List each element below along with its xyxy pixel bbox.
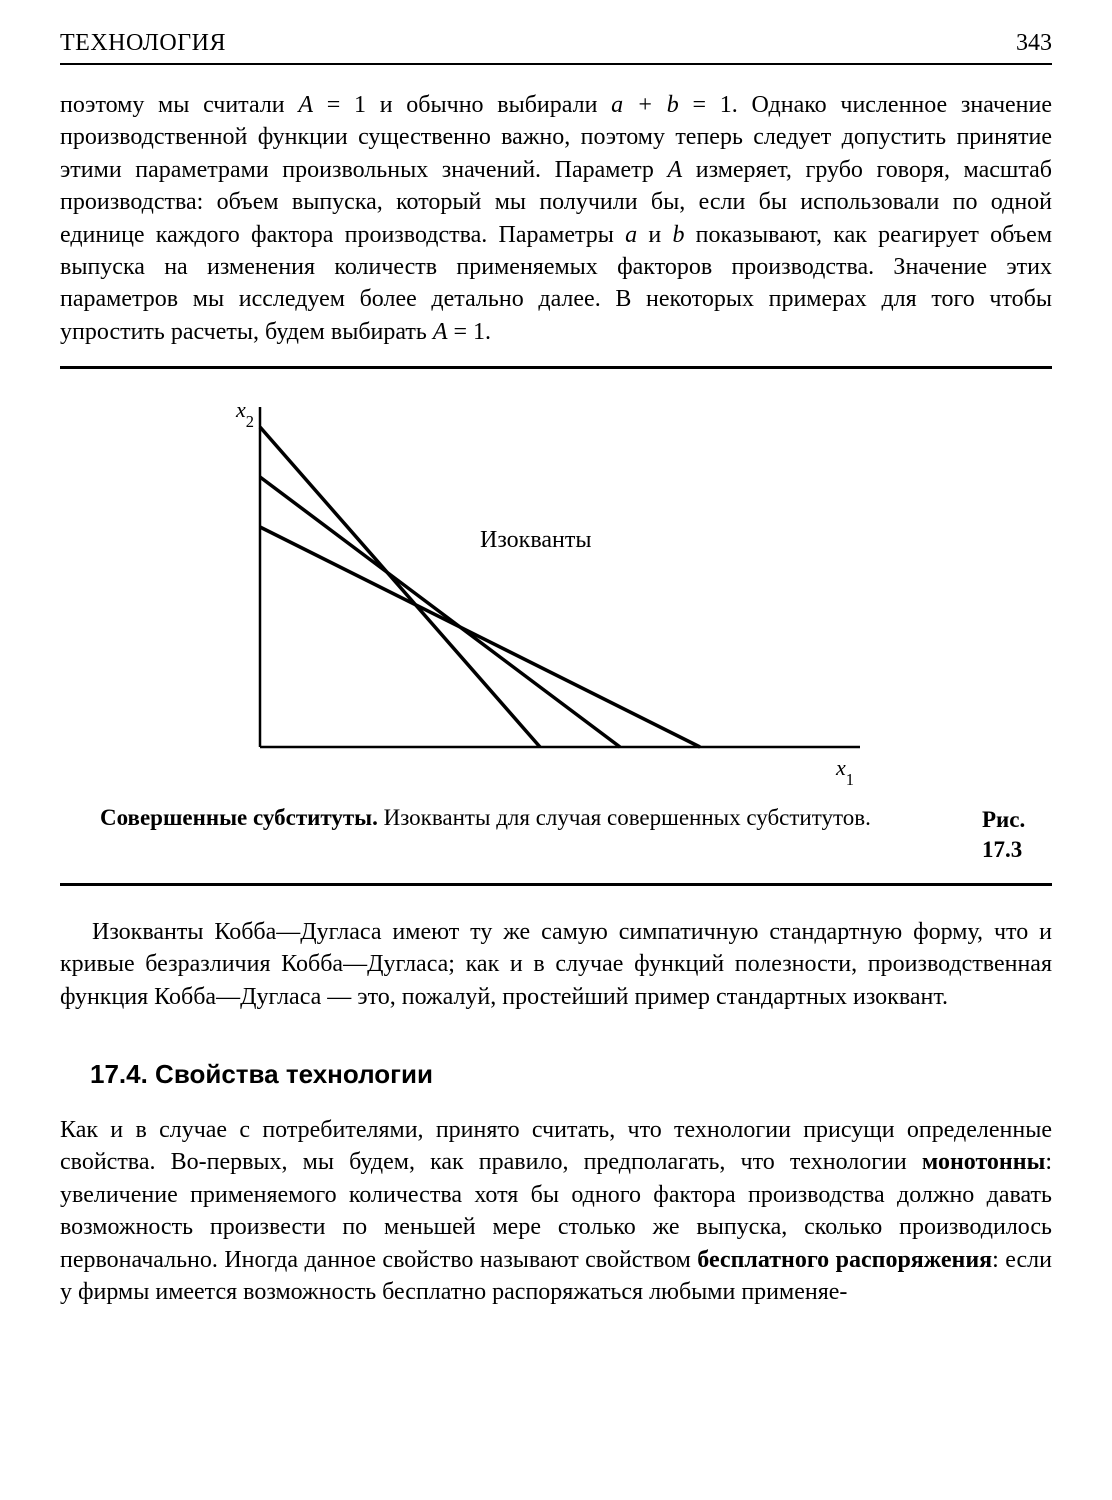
svg-text:Изокванты: Изокванты — [480, 527, 591, 553]
term-monotone: монотонны — [922, 1149, 1045, 1175]
var-a: a — [625, 222, 637, 248]
figure-label-line1: Рис. — [982, 807, 1025, 832]
var-A: A — [433, 319, 448, 345]
page-number: 343 — [1016, 30, 1052, 57]
paragraph-2: Изокванты Кобба—Дугласа имеют ту же саму… — [60, 916, 1052, 1013]
figure-svg-wrap: x2 x1 Изокванты — [60, 387, 1052, 787]
text: поэтому мы считали — [60, 92, 298, 118]
page-header: ТЕХНОЛОГИЯ 343 — [60, 30, 1052, 65]
caption-rest: Изокванты для случая совершенных субстит… — [378, 805, 871, 830]
text: Изокванты Кобба—Дугласа имеют ту же саму… — [60, 919, 1052, 1010]
page: ТЕХНОЛОГИЯ 343 поэтому мы считали A = 1 … — [0, 0, 1112, 1500]
caption-bold: Совершенные субституты. — [100, 805, 378, 830]
var-A: A — [667, 157, 682, 183]
text: = 1. — [448, 319, 492, 345]
chapter-title: ТЕХНОЛОГИЯ — [60, 30, 226, 57]
figure-caption-row: Совершенные субституты. Изокванты для сл… — [60, 795, 1052, 886]
figure-svg: x2 x1 Изокванты — [200, 387, 880, 787]
term-free-disposal: бесплатного распоряжения — [697, 1247, 992, 1273]
expr-aplusb: a + b — [611, 92, 679, 118]
figure-block: x2 x1 Изокванты Совершенные субституты. Из… — [60, 366, 1052, 886]
svg-text:x2: x2 — [235, 397, 254, 431]
figure-caption: Совершенные субституты. Изокванты для сл… — [60, 805, 982, 831]
text: Как и в случае с потребителями, принято … — [60, 1117, 1052, 1175]
text: и — [637, 222, 672, 248]
figure-label-line2: 17.3 — [982, 837, 1022, 862]
figure-label: Рис. 17.3 — [982, 805, 1052, 865]
section-heading: 17.4. Свойства технологии — [90, 1059, 1052, 1090]
var-b: b — [672, 222, 684, 248]
svg-text:x1: x1 — [835, 755, 854, 787]
paragraph-1: поэтому мы считали A = 1 и обычно выбира… — [60, 89, 1052, 348]
var-A: A — [298, 92, 313, 118]
text: = 1 и обычно выбирали — [313, 92, 611, 118]
paragraph-3: Как и в случае с потребителями, принято … — [60, 1114, 1052, 1308]
